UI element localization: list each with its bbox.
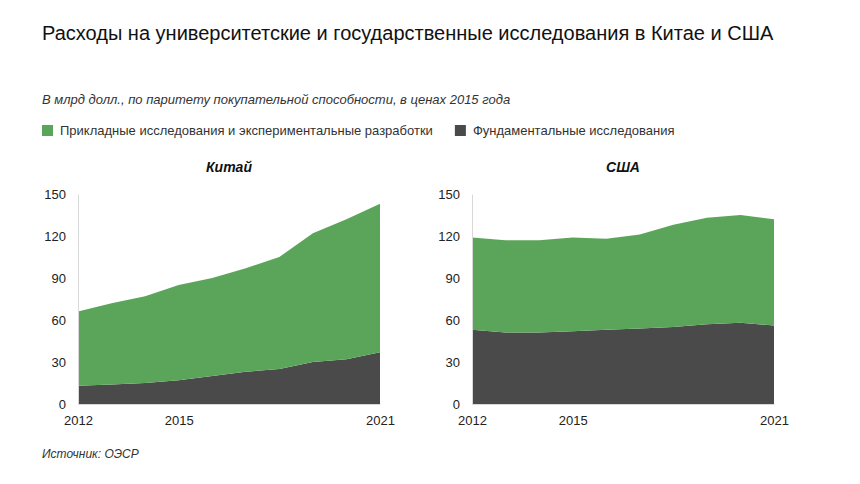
tick: 90 bbox=[446, 271, 472, 286]
tick: 2021 bbox=[760, 404, 789, 428]
tick: 2012 bbox=[64, 404, 93, 428]
tick-label: 90 bbox=[52, 271, 66, 286]
tick: 30 bbox=[52, 355, 78, 370]
tick: 60 bbox=[446, 313, 472, 328]
tick-label: 2015 bbox=[165, 413, 194, 428]
legend-swatch bbox=[42, 125, 53, 136]
legend: Прикладные исследования и эксперименталь… bbox=[42, 123, 674, 138]
tick: 0 bbox=[59, 397, 78, 412]
tick: 150 bbox=[438, 187, 472, 202]
panel-title: США bbox=[606, 159, 640, 175]
tick: 0 bbox=[453, 397, 472, 412]
tick-label: 2015 bbox=[559, 413, 588, 428]
title: Расходы на университетские и государстве… bbox=[42, 22, 774, 44]
tick-label: 2012 bbox=[64, 413, 93, 428]
subtitle: В млрд долл., по паритету покупательной … bbox=[42, 92, 510, 107]
tick-label: 2012 bbox=[458, 413, 487, 428]
tick: 60 bbox=[52, 313, 78, 328]
tick: 2021 bbox=[366, 404, 395, 428]
tick: 120 bbox=[44, 229, 78, 244]
legend-item: Фундаментальные исследования bbox=[455, 123, 675, 138]
axis-line bbox=[79, 404, 381, 405]
tick-label: 150 bbox=[44, 187, 66, 202]
panel-title: Китай bbox=[206, 159, 252, 175]
tick-label: 0 bbox=[59, 397, 66, 412]
source: Источник: ОЭСР bbox=[42, 447, 139, 461]
area bbox=[472, 215, 774, 333]
tick: 120 bbox=[438, 229, 472, 244]
legend-label: Фундаментальные исследования bbox=[473, 123, 675, 138]
tick-label: 2021 bbox=[366, 413, 395, 428]
y-axis: 0 30 60 90 120 150 bbox=[44, 187, 78, 412]
tick: 30 bbox=[446, 355, 472, 370]
area bbox=[78, 204, 380, 386]
tick-label: 120 bbox=[44, 229, 66, 244]
area bbox=[472, 323, 774, 404]
legend-label: Прикладные исследования и эксперименталь… bbox=[60, 123, 433, 138]
tick-label: 0 bbox=[453, 397, 460, 412]
areas bbox=[78, 204, 380, 404]
axis-line bbox=[78, 195, 79, 405]
tick: 2015 bbox=[559, 404, 588, 428]
tick-label: 120 bbox=[438, 229, 460, 244]
areas bbox=[472, 215, 774, 404]
tick-label: 2021 bbox=[760, 413, 789, 428]
panel: США 0 30 60 90 120 150 2012 2015 2021 bbox=[438, 159, 789, 428]
tick-label: 30 bbox=[446, 355, 460, 370]
x-axis: 2012 2015 2021 bbox=[64, 404, 395, 428]
axis-line bbox=[473, 404, 775, 405]
legend-item: Прикладные исследования и эксперименталь… bbox=[42, 123, 433, 138]
tick-label: 90 bbox=[446, 271, 460, 286]
tick-label: 60 bbox=[446, 313, 460, 328]
tick: 2012 bbox=[458, 404, 487, 428]
tick: 150 bbox=[44, 187, 78, 202]
panel: Китай 0 30 60 90 120 150 2012 2015 2021 bbox=[44, 159, 395, 428]
chart: Расходы на университетские и государстве… bbox=[0, 0, 860, 484]
y-axis: 0 30 60 90 120 150 bbox=[438, 187, 472, 412]
tick-label: 60 bbox=[52, 313, 66, 328]
tick: 2015 bbox=[165, 404, 194, 428]
axis-line bbox=[472, 195, 473, 405]
tick-label: 150 bbox=[438, 187, 460, 202]
x-axis: 2012 2015 2021 bbox=[458, 404, 789, 428]
legend-swatch bbox=[455, 125, 466, 136]
tick-label: 30 bbox=[52, 355, 66, 370]
tick: 90 bbox=[52, 271, 78, 286]
